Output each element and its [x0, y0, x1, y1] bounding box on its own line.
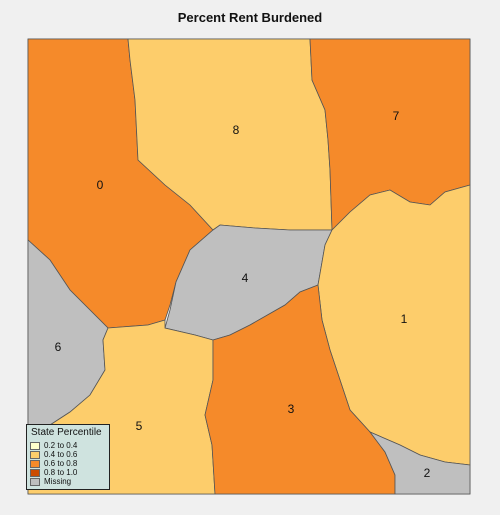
legend-entry-0: 0.2 to 0.4	[30, 441, 106, 450]
region-label-3: 3	[288, 402, 295, 416]
map-legend: State Percentile 0.2 to 0.4 0.4 to 0.6 0…	[26, 424, 110, 490]
legend-swatch-2	[30, 459, 40, 468]
legend-label-1: 0.4 to 0.6	[44, 450, 78, 459]
region-label-2: 2	[424, 466, 431, 480]
legend-entry-1: 0.4 to 0.6	[30, 450, 106, 459]
region-label-6: 6	[55, 340, 62, 354]
legend-entry-4: Missing	[30, 477, 106, 486]
region-label-8: 8	[233, 123, 240, 137]
region-3[interactable]	[204, 284, 396, 495]
legend-swatch-1	[30, 450, 40, 459]
legend-title: State Percentile	[31, 427, 102, 438]
legend-swatch-3	[30, 468, 40, 477]
region-label-5: 5	[136, 419, 143, 433]
legend-swatch-0	[30, 441, 40, 450]
legend-entry-3: 0.8 to 1.0	[30, 468, 106, 477]
legend-entry-2: 0.6 to 0.8	[30, 459, 106, 468]
map-title: Percent Rent Burdened	[177, 10, 323, 25]
legend-label-2: 0.6 to 0.8	[44, 459, 78, 468]
legend-label-3: 0.8 to 1.0	[44, 468, 78, 477]
legend-label-4: Missing	[44, 477, 72, 486]
legend-swatch-4	[30, 477, 40, 486]
region-label-4: 4	[242, 271, 249, 285]
region-label-0: 0	[97, 178, 104, 192]
region-label-7: 7	[393, 109, 400, 123]
legend-label-0: 0.2 to 0.4	[44, 441, 78, 450]
region-2[interactable]	[368, 431, 471, 495]
region-label-1: 1	[401, 312, 408, 326]
